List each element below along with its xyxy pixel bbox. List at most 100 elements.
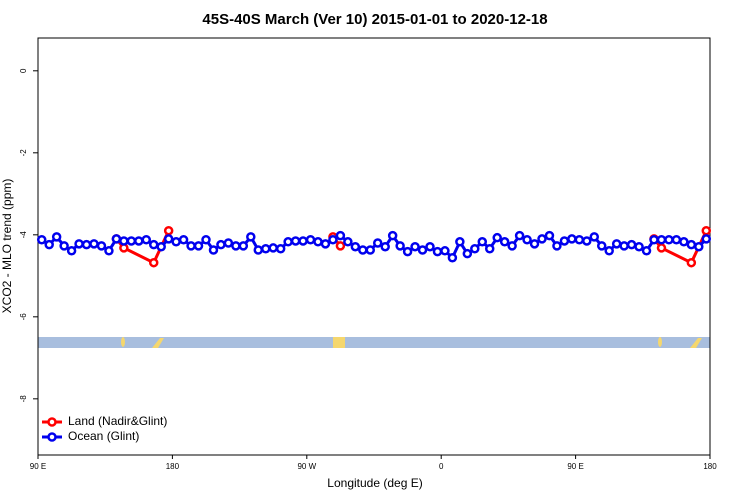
data-point bbox=[492, 232, 502, 243]
data-point bbox=[649, 234, 659, 245]
data-point bbox=[611, 239, 622, 249]
data-point bbox=[186, 241, 196, 251]
data-point bbox=[470, 244, 480, 254]
data-point bbox=[656, 243, 667, 253]
data-point bbox=[74, 239, 84, 249]
data-point bbox=[425, 241, 435, 252]
data-point bbox=[283, 237, 293, 247]
data-point bbox=[44, 239, 54, 250]
data-point bbox=[104, 246, 114, 256]
data-point bbox=[529, 239, 540, 249]
data-point bbox=[544, 230, 555, 241]
data-point bbox=[641, 246, 652, 256]
data-point bbox=[290, 236, 301, 246]
x-tick-label: 90 E bbox=[30, 462, 46, 471]
data-point bbox=[559, 236, 570, 246]
data-point bbox=[694, 241, 704, 252]
data-point bbox=[671, 234, 682, 245]
data-point bbox=[126, 236, 137, 246]
data-point bbox=[410, 241, 420, 252]
data-point bbox=[514, 230, 525, 241]
data-point bbox=[499, 237, 510, 247]
x-axis-title: Longitude (deg E) bbox=[327, 476, 422, 490]
data-point bbox=[365, 245, 376, 255]
data-point bbox=[395, 241, 405, 251]
data-point bbox=[484, 244, 495, 254]
data-point bbox=[36, 234, 47, 245]
legend-label: Land (Nadir&Glint) bbox=[68, 414, 167, 428]
data-point bbox=[163, 225, 174, 236]
legend-label: Ocean (Glint) bbox=[68, 429, 139, 443]
y-tick-label: -2 bbox=[19, 149, 28, 157]
data-point bbox=[402, 246, 413, 257]
data-point bbox=[372, 238, 383, 248]
data-point bbox=[656, 234, 667, 245]
data-point bbox=[51, 232, 62, 242]
y-tick-label: 0 bbox=[19, 68, 28, 73]
legend-marker bbox=[47, 432, 57, 442]
data-point bbox=[223, 238, 234, 248]
data-point bbox=[260, 244, 271, 254]
plot-frame bbox=[37, 37, 711, 456]
data-point bbox=[208, 245, 219, 255]
data-point bbox=[350, 241, 361, 252]
data-point bbox=[679, 237, 689, 247]
data-point bbox=[537, 234, 547, 244]
data-point bbox=[66, 246, 77, 256]
data-point bbox=[320, 239, 331, 249]
data-point bbox=[701, 225, 712, 236]
data-point bbox=[552, 241, 562, 251]
data-point bbox=[358, 245, 368, 255]
y-tick-label: -8 bbox=[19, 395, 28, 403]
data-point bbox=[701, 234, 712, 244]
data-point bbox=[111, 234, 122, 244]
data-point bbox=[455, 237, 465, 247]
data-point bbox=[507, 241, 517, 251]
data-point bbox=[522, 234, 532, 245]
x-tick-label: 0 bbox=[439, 462, 444, 471]
data-point bbox=[626, 239, 637, 250]
x-tick-label: 180 bbox=[703, 462, 717, 471]
data-point bbox=[231, 241, 241, 251]
data-point bbox=[440, 246, 450, 256]
data-point bbox=[387, 230, 398, 241]
data-point bbox=[134, 236, 144, 246]
data-point bbox=[686, 257, 697, 268]
data-point bbox=[298, 236, 308, 246]
y-axis-title: XCO2 - MLO trend (ppm) bbox=[0, 179, 14, 314]
y-tick-label: -6 bbox=[19, 313, 28, 321]
data-point bbox=[574, 234, 585, 245]
data-point bbox=[253, 245, 264, 255]
data-point bbox=[89, 239, 99, 249]
legend-marker bbox=[47, 417, 57, 427]
data-point bbox=[246, 232, 256, 242]
data-point bbox=[589, 232, 600, 242]
data-point bbox=[686, 239, 697, 250]
data-point bbox=[664, 234, 674, 245]
y-tick-label: -4 bbox=[19, 231, 28, 239]
data-point bbox=[216, 239, 226, 250]
data-point bbox=[141, 234, 152, 245]
data-point bbox=[604, 246, 614, 256]
x-tick-label: 180 bbox=[166, 462, 180, 471]
data-point bbox=[81, 239, 92, 250]
data-point bbox=[335, 241, 346, 251]
data-point bbox=[156, 241, 166, 252]
x-tick-label: 90 E bbox=[567, 462, 583, 471]
data-point bbox=[582, 236, 592, 246]
data-point bbox=[417, 245, 428, 255]
data-point bbox=[335, 230, 346, 241]
land-mask-strip bbox=[38, 337, 710, 348]
data-point bbox=[201, 234, 211, 245]
data-point bbox=[238, 241, 249, 251]
data-point bbox=[148, 257, 159, 268]
data-point bbox=[432, 246, 443, 257]
data-point bbox=[305, 234, 316, 245]
data-point bbox=[193, 241, 204, 251]
chart-title: 45S-40S March (Ver 10) 2015-01-01 to 202… bbox=[202, 11, 547, 28]
data-point bbox=[477, 237, 488, 247]
data-point bbox=[596, 241, 607, 251]
data-point bbox=[268, 243, 278, 253]
data-point bbox=[119, 236, 129, 246]
